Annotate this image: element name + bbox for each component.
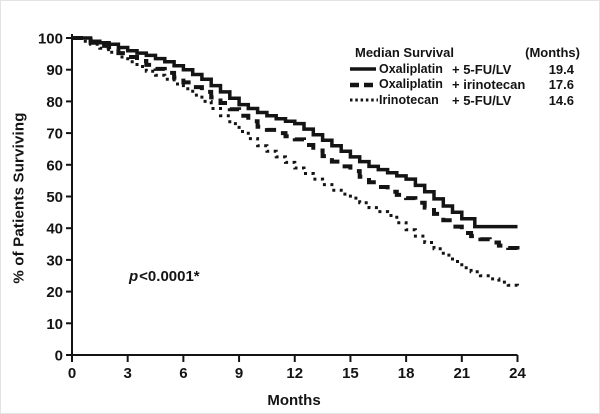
- legend-combo-label: + irinotecan: [452, 77, 526, 92]
- legend-months-header: (Months): [525, 45, 580, 60]
- dotted-line-swatch-icon: [350, 98, 378, 102]
- legend-drug-label: Irinotecan: [379, 92, 439, 107]
- y-tick-label: 0: [55, 348, 63, 365]
- y-tick-label: 50: [46, 189, 63, 206]
- x-tick-label: 0: [68, 365, 76, 382]
- legend-header: Median Survival (Months): [355, 45, 580, 61]
- y-tick-label: 80: [46, 94, 63, 111]
- legend-row-oxaliplatin-5fulv: Oxaliplatin + 5-FU/LV 19.4: [349, 62, 580, 78]
- y-tick-label: 10: [46, 316, 63, 333]
- legend-title: Median Survival: [355, 45, 454, 60]
- legend-combo-label: + 5-FU/LV: [452, 61, 512, 77]
- series-dotted-curve: [72, 36, 519, 289]
- legend: Median Survival (Months) Oxaliplatin + 5…: [349, 45, 580, 108]
- y-tick-label: 70: [46, 126, 63, 143]
- p-value-annotation: p<0.0001*: [129, 268, 200, 285]
- series-solid-curve: [72, 36, 518, 229]
- x-tick-label: 6: [179, 365, 187, 382]
- y-tick-label: 90: [46, 62, 63, 79]
- x-tick-label: 3: [124, 365, 132, 382]
- y-axis-title: % of Patients Surviving: [10, 112, 28, 284]
- legend-combo-label: + 5-FU/LV: [452, 92, 512, 108]
- legend-row-irinotecan-5fulv: Irinotecan + 5-FU/LV 14.6: [349, 93, 580, 109]
- x-axis-title: Months: [267, 392, 321, 409]
- p-symbol: p: [129, 268, 139, 285]
- x-tick-label: 15: [342, 365, 359, 382]
- legend-median-value: 17.6: [548, 77, 574, 92]
- x-tick-label: 21: [453, 365, 470, 382]
- legend-median-value: 14.6: [548, 92, 574, 108]
- legend-drug-label: Oxaliplatin: [379, 61, 443, 76]
- x-tick-label: 12: [286, 365, 303, 382]
- y-tick-label: 30: [46, 252, 63, 269]
- solid-line-swatch-icon: [350, 67, 376, 71]
- y-tick-label: 100: [38, 31, 63, 48]
- legend-drug-label: Oxaliplatin: [379, 77, 443, 91]
- x-tick-label: 9: [235, 365, 243, 382]
- series-dashed-curve: [72, 36, 520, 251]
- legend-median-value: 19.4: [548, 61, 574, 77]
- p-value-text: <0.0001*: [139, 268, 200, 285]
- x-tick-label: 24: [509, 365, 526, 382]
- y-tick-label: 20: [46, 284, 63, 301]
- x-tick-label: 18: [398, 365, 415, 382]
- y-tick-label: 40: [46, 221, 63, 238]
- y-tick-label: 60: [46, 157, 63, 174]
- dashed-line-swatch-icon: [350, 82, 378, 87]
- legend-row-oxaliplatin-irinotecan: Oxaliplatin + irinotecan 17.6: [349, 77, 580, 93]
